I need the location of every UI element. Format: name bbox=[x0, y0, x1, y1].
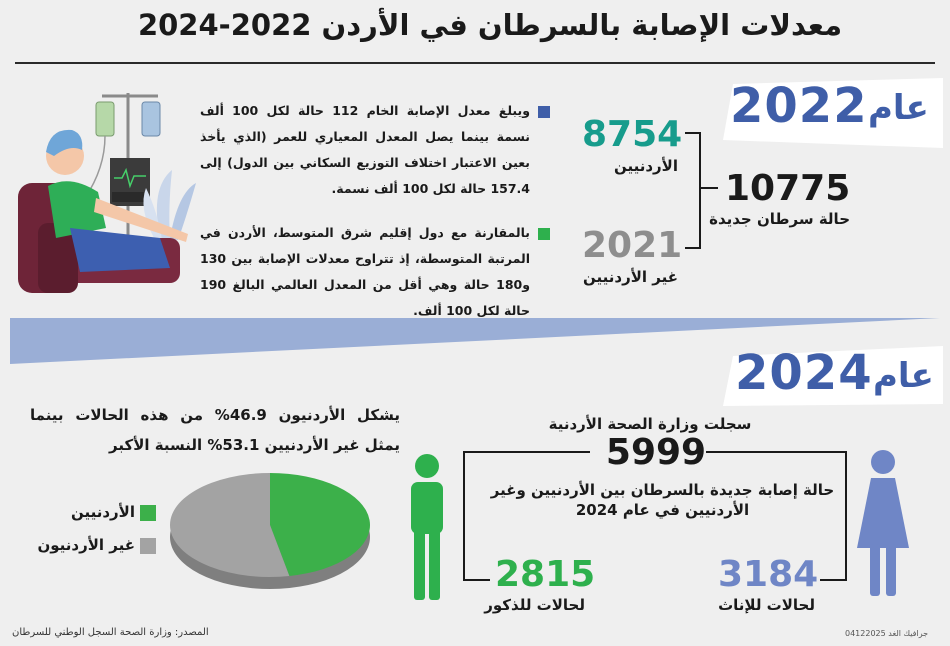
year-banner-2024 bbox=[723, 346, 943, 406]
legend-swatch-jordanians bbox=[140, 505, 156, 521]
jordanians-2022-label: الأردنيين bbox=[613, 157, 678, 175]
year-banner-bg bbox=[723, 78, 943, 148]
footer-source: المصدر: وزارة الصحة السجل الوطني للسرطان bbox=[12, 627, 209, 638]
patient-illustration bbox=[18, 93, 196, 293]
total-2024-value: 5999 bbox=[605, 432, 707, 473]
legend-label-non-jordanians: غير الأردنيون bbox=[37, 536, 135, 554]
bracket-2022 bbox=[685, 132, 718, 249]
section-divider bbox=[10, 318, 940, 364]
paragraph-incidence-rate: ويبلغ معدل الإصابة الخام 112 حالة لكل 10… bbox=[200, 103, 530, 196]
year-banner-bg bbox=[723, 346, 943, 406]
bracket-2024 bbox=[463, 451, 847, 581]
jordanians-2022-value: 8754 bbox=[582, 114, 683, 155]
male-icon bbox=[411, 454, 443, 600]
legend-label-jordanians: الأردنيين bbox=[70, 503, 135, 521]
bullet-blue bbox=[538, 106, 550, 118]
females-2024-label: لحالات للإناث bbox=[718, 596, 815, 614]
pie-chart bbox=[170, 473, 371, 589]
non-jordanians-2022-value: 2021 bbox=[582, 225, 683, 266]
legend-swatch-non-jordanians bbox=[140, 538, 156, 554]
year-banner-2022 bbox=[723, 78, 943, 148]
total-2022-label: حالة سرطان جديدة bbox=[709, 210, 850, 228]
females-2024-value: 3184 bbox=[718, 554, 819, 595]
patient-figure bbox=[46, 129, 188, 272]
female-icon bbox=[857, 450, 909, 596]
total-2024-description: حالة إصابة جديدة بالسرطان بين الأردنيين … bbox=[490, 481, 835, 519]
pie-slice-non-jordanians bbox=[170, 473, 290, 577]
pie-description: يشكل الأردنيون 46.9% من هذه الحالات بينم… bbox=[30, 406, 400, 454]
year-word-2022: عام bbox=[868, 88, 929, 128]
year-2022: 2022 bbox=[730, 78, 868, 134]
year-word-2024: عام bbox=[873, 356, 934, 396]
title-divider bbox=[15, 62, 935, 64]
paragraph-regional-comparison: بالمقارنة مع دول إقليم شرق المتوسط، الأر… bbox=[200, 225, 530, 318]
ministry-text: سجلت وزارة الصحة الأردنية bbox=[548, 415, 752, 433]
pie-slice-jordanians bbox=[270, 473, 371, 577]
total-2022-value: 10775 bbox=[725, 168, 851, 209]
iv-stand-icon bbox=[84, 93, 161, 258]
footer-credit: 04122025 جرافيك الغد bbox=[845, 629, 929, 638]
males-2024-label: لحالات للذكور bbox=[484, 596, 585, 614]
bullet-green bbox=[538, 228, 550, 240]
males-2024-value: 2815 bbox=[495, 554, 596, 595]
non-jordanians-2022-label: غير الأردنيين bbox=[583, 268, 678, 286]
page-title: معدلات الإصابة بالسرطان في الأردن 2022-2… bbox=[137, 8, 843, 42]
year-2024: 2024 bbox=[735, 345, 873, 401]
